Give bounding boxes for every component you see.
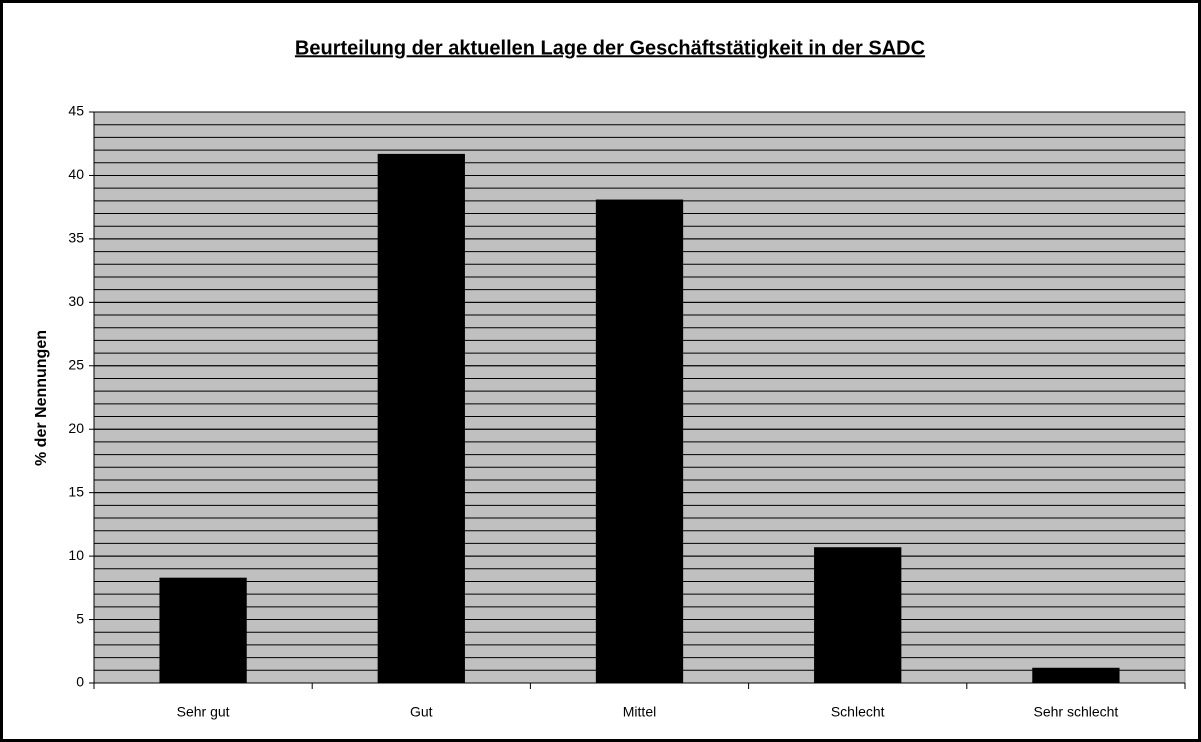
y-tick-label: 40 [68,166,84,182]
y-tick-label: 35 [68,230,84,246]
y-tick-label: 20 [68,420,84,436]
x-tick-label: Sehr gut [177,704,230,720]
bar [814,547,902,683]
y-axis-label: % der Nennungen [33,330,50,466]
x-tick-label: Schlecht [831,704,885,720]
y-tick-label: 30 [68,293,84,309]
bar [377,153,465,683]
x-tick-label: Mittel [623,704,656,720]
y-tick-label: 15 [68,483,84,499]
bar [595,199,684,683]
x-tick-label: Gut [410,704,433,720]
y-tick-label: 45 [68,103,84,119]
x-tick-label: Sehr schlecht [1033,704,1118,720]
bar [159,577,247,683]
y-tick-label: 0 [76,674,84,690]
y-tick-label: 10 [68,547,84,563]
bar [1032,667,1120,683]
y-tick-label: 25 [68,356,84,372]
y-tick-label: 5 [76,610,84,626]
chart-title: Beurteilung der aktuellen Lage der Gesch… [295,37,925,59]
